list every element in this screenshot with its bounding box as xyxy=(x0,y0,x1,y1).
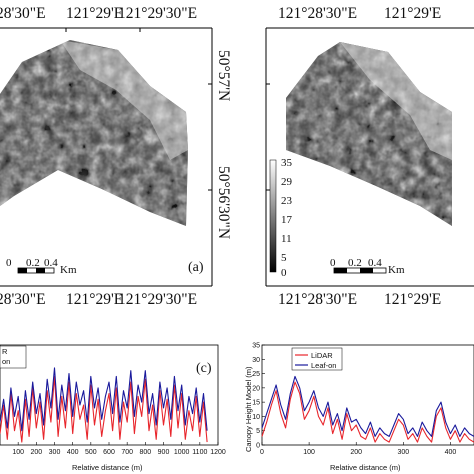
colorbar-tick-5: 5 xyxy=(281,252,287,264)
chart-c: 100 200 300 400 500 600 700 800 900 1000 1100 1200 … xyxy=(0,344,226,472)
map-a-bottom-label-2: 121°29'E xyxy=(66,291,123,308)
map-b-top-label-2: 121°29'E xyxy=(384,5,441,22)
chart-c-xtick-label: 1000 xyxy=(174,449,190,456)
colorbar-tick-17: 17 xyxy=(281,214,293,226)
chart-d-series-leaf-on xyxy=(261,375,474,437)
map-a-bottom-label-1: 28'30"E xyxy=(0,291,46,308)
chart-c-xtick-label: 700 xyxy=(121,449,133,456)
map-a-bottom-label-3: 121°29'30"E xyxy=(118,291,197,308)
chart-c-xtick-label: 1200 xyxy=(210,449,226,456)
colorbar-tick-35: 35 xyxy=(281,157,293,169)
map-a-scale-unit: Km xyxy=(60,264,77,276)
chart-d: 0 100 200 300 400 0 5 10 15 20 25 30 35 LiDAR Leaf-o… xyxy=(244,343,474,472)
map-a-top-label-2: 121°29'E xyxy=(66,5,123,22)
map-b-scale-tick-1: 0.2 xyxy=(348,257,362,269)
map-panel-b: 121°28'30"E 121°29'E 35 29 23 17 11 5 0 xyxy=(265,5,474,308)
chart-d-series-lidar xyxy=(261,381,474,443)
chart-d-ytick-label: 20 xyxy=(252,385,260,392)
chart-c-xtick-label: 400 xyxy=(67,449,79,456)
map-b-scale-tick-2: 0.4 xyxy=(368,257,382,269)
chart-d-ytick-label: 5 xyxy=(256,428,260,435)
chart-c-legend: R on xyxy=(0,345,27,369)
chart-d-ytick-label: 25 xyxy=(252,371,260,378)
chart-d-legend-lidar: LiDAR xyxy=(311,351,333,360)
chart-d-ytick-label: 35 xyxy=(252,343,260,350)
chart-c-series-r xyxy=(0,375,208,443)
chart-c-xtick-label: 1100 xyxy=(192,449,207,456)
colorbar-tick-11: 11 xyxy=(281,233,292,245)
map-a-panel-label: (a) xyxy=(188,260,204,275)
chart-d-ytick-label: 0 xyxy=(256,443,260,450)
chart-d-ytick-label: 10 xyxy=(252,414,260,421)
chart-d-xtick-label: 200 xyxy=(350,449,362,456)
chart-c-xtick-label: 100 xyxy=(12,449,24,456)
chart-c-xtick-label: 200 xyxy=(30,449,42,456)
map-b-scale-unit: Km xyxy=(388,264,405,276)
map-a-scale-tick-0: 0 xyxy=(6,257,12,269)
map-b-bottom-label-2: 121°29'E xyxy=(384,291,441,308)
map-b-scale-tick-0: 0 xyxy=(330,257,336,269)
map-a-top-label-3: 121°29'30"E xyxy=(118,5,197,22)
chart-c-xtick-label: 300 xyxy=(49,449,61,456)
chart-c-xtick-label: 500 xyxy=(85,449,97,456)
chart-c-xtick-label: 800 xyxy=(139,449,151,456)
chart-c-legend-on: on xyxy=(2,357,10,366)
chart-d-xtick-label: 400 xyxy=(445,449,457,456)
chart-d-xtick-label: 100 xyxy=(303,449,315,456)
map-b-frame xyxy=(265,27,474,287)
chart-d-ytick-label: 30 xyxy=(252,357,260,364)
map-b-colorbar: 35 29 23 17 11 5 0 xyxy=(269,157,293,279)
chart-c-xtick-label: 600 xyxy=(103,449,115,456)
map-a-frame xyxy=(0,27,213,287)
map-b-top-label-1: 121°28'30"E xyxy=(278,5,357,22)
map-a-scale-tick-2: 0.4 xyxy=(44,257,58,269)
chart-c-xlabel: Relative distance (m) xyxy=(72,463,143,472)
map-b-raster xyxy=(286,42,452,226)
map-a-raster xyxy=(0,40,188,226)
chart-c-series-on xyxy=(0,367,208,432)
chart-c-panel-label: (c) xyxy=(196,361,212,376)
map-a-scalebar: 0 0.2 0.4 Km xyxy=(6,257,77,276)
chart-d-frame xyxy=(261,344,474,446)
colorbar-tick-23: 23 xyxy=(281,195,293,207)
chart-d-legend-leafon: Leaf-on xyxy=(311,361,336,370)
chart-d-xtick-label: 300 xyxy=(397,449,409,456)
colorbar-tick-0: 0 xyxy=(281,267,287,279)
chart-c-legend-r: R xyxy=(2,347,8,356)
colorbar-tick-29: 29 xyxy=(281,176,293,188)
map-b-bottom-label-1: 121°28'30"E xyxy=(278,291,357,308)
chart-d-xtick-label: 0 xyxy=(260,449,264,456)
map-b-scalebar: 0 0.2 0.4 Km xyxy=(330,257,405,276)
chart-c-xtick-label: 900 xyxy=(158,449,170,456)
map-a-top-label-1: 28'30"E xyxy=(0,5,46,22)
chart-d-ylabel: Canopy Height Model (m) xyxy=(244,366,253,452)
chart-d-ytick-label: 15 xyxy=(252,400,260,407)
chart-d-xlabel: Relative distance (m) xyxy=(330,463,401,472)
chart-d-legend: LiDAR Leaf-on xyxy=(291,347,343,371)
map-a-right-label-1: 50°57'N xyxy=(215,50,232,101)
map-a-scale-tick-1: 0.2 xyxy=(26,257,40,269)
map-panel-a: 28'30"E 121°29'E 121°29'30"E 0 0.2 0.4 K… xyxy=(0,5,232,308)
map-a-right-label-2: 50°56'30"N xyxy=(215,166,232,239)
